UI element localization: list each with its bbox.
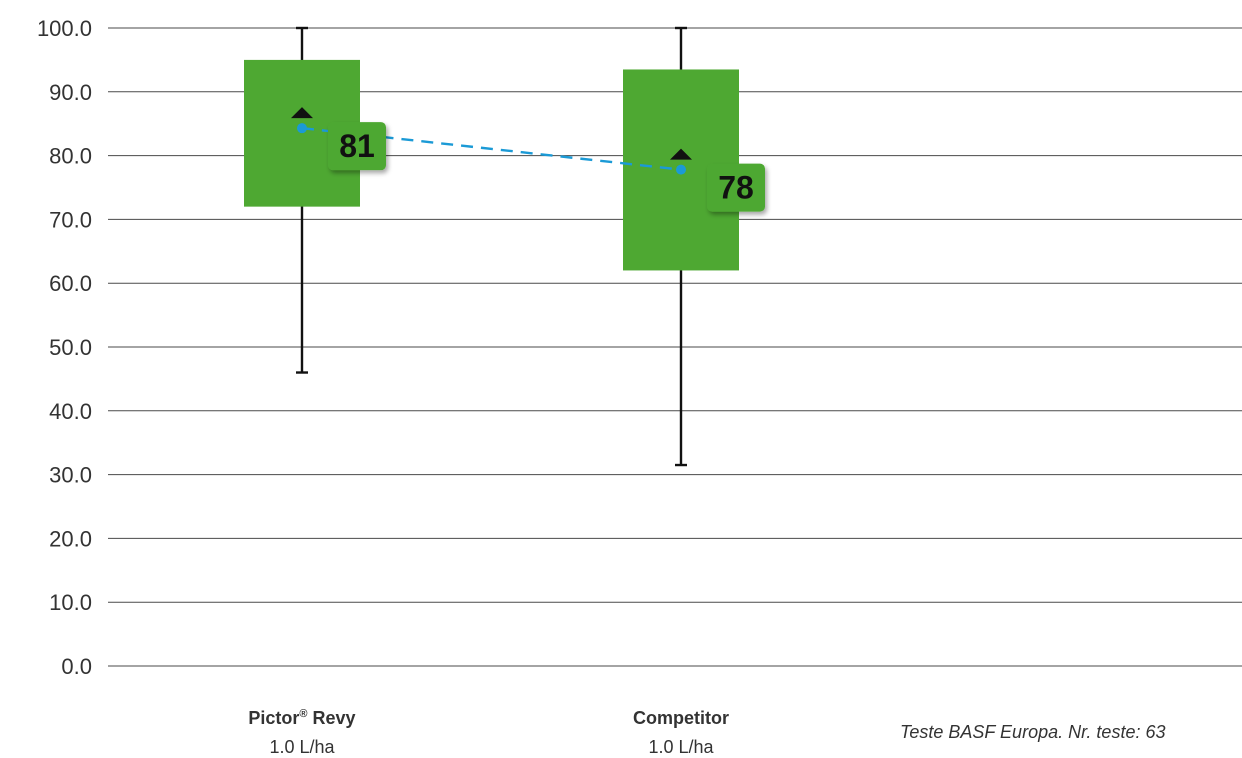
value-label-0: 81 bbox=[339, 128, 375, 164]
value-label-box-1 bbox=[707, 163, 765, 212]
category-dose-1: 1.0 L/ha bbox=[648, 737, 714, 757]
boxes bbox=[244, 26, 739, 467]
y-tick-label-9: 90.0 bbox=[49, 80, 92, 105]
category-label-1: Competitor bbox=[633, 708, 729, 728]
footnote: Teste BASF Europa. Nr. teste: 63 bbox=[900, 722, 1166, 742]
y-tick-label-1: 10.0 bbox=[49, 590, 92, 615]
y-axis-tick-labels: 0.0 10.0 20.0 30.0 40.0 50.0 60.0 70.0 80.0 90.0 1… bbox=[37, 16, 92, 679]
y-tick-label-5: 50.0 bbox=[49, 335, 92, 360]
mean-point-1 bbox=[676, 164, 686, 175]
y-tick-label-8: 80.0 bbox=[49, 144, 92, 169]
median-marker-1 bbox=[670, 148, 692, 160]
y-tick-label-3: 30.0 bbox=[49, 463, 92, 488]
mean-point-0 bbox=[297, 123, 307, 134]
y-tick-label-10: 100.0 bbox=[37, 16, 92, 41]
y-tick-label-7: 70.0 bbox=[49, 207, 92, 232]
y-tick-label-4: 40.0 bbox=[49, 399, 92, 424]
y-tick-label-0: 0.0 bbox=[61, 654, 92, 679]
value-label-1: 78 bbox=[718, 170, 754, 206]
category-label-0: Pictor® Revy bbox=[248, 708, 356, 728]
y-tick-label-6: 60.0 bbox=[49, 271, 92, 296]
category-dose-0: 1.0 L/ha bbox=[269, 737, 335, 757]
value-labels: 81 78 bbox=[328, 122, 765, 212]
median-marker-0 bbox=[291, 107, 313, 119]
value-label-box-0 bbox=[328, 122, 386, 171]
y-tick-label-2: 20.0 bbox=[49, 526, 92, 551]
